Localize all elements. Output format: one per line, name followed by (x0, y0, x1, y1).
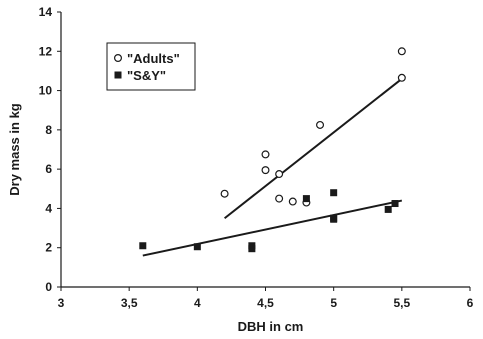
data-point-series-1 (248, 245, 256, 253)
trendline-1 (142, 199, 403, 257)
y-tick-label: 0 (45, 280, 52, 294)
x-tick-label: 3 (58, 296, 65, 310)
data-point-series-1 (193, 243, 201, 251)
x-tick-label: 5,5 (393, 296, 410, 310)
y-tick-label: 8 (45, 123, 52, 137)
data-point-series-1 (391, 200, 399, 208)
data-point-series-0 (220, 189, 229, 198)
legend-marker-series-0 (113, 53, 122, 62)
data-point-series-0 (397, 73, 406, 82)
data-point-series-0 (397, 47, 406, 56)
x-tick-label: 4 (194, 296, 201, 310)
axes: 0 2 4 6 8 10 12 14 3 3,5 4 4,5 5 5,5 6 DBH in cm Dry mas… (7, 5, 474, 334)
y-axis-title: Dry mass in kg (7, 103, 22, 196)
legend-marker-series-1 (114, 71, 122, 79)
legend-label-series-1: "S&Y" (127, 68, 166, 83)
legend-box (106, 42, 196, 91)
data-point-series-1 (330, 189, 338, 197)
data-point-series-1 (302, 195, 310, 203)
x-tick-label: 3,5 (121, 296, 138, 310)
data-point-series-1 (384, 205, 392, 213)
data-point-series-0 (275, 170, 284, 179)
y-tick-label: 2 (45, 241, 52, 255)
y-tick-label: 12 (39, 44, 53, 58)
y-tick-label: 10 (39, 84, 53, 98)
plot-marks (139, 47, 406, 257)
x-tick-label: 6 (467, 296, 474, 310)
legend: "Adults" "S&Y" (106, 42, 196, 91)
data-point-series-0 (275, 194, 284, 203)
data-point-series-1 (139, 242, 147, 250)
x-tick-label: 5 (330, 296, 337, 310)
y-tick-label: 6 (45, 162, 52, 176)
x-tick-label: 4,5 (257, 296, 274, 310)
y-tick-label: 4 (45, 201, 52, 215)
y-tick-label: 14 (39, 5, 53, 19)
data-point-series-0 (261, 150, 270, 159)
data-point-series-0 (288, 197, 297, 206)
data-point-series-1 (330, 215, 338, 223)
trendline-0 (223, 77, 403, 220)
legend-label-series-0: "Adults" (127, 51, 180, 66)
x-axis-title: DBH in cm (238, 319, 304, 334)
data-point-series-0 (316, 120, 325, 129)
data-point-series-0 (261, 166, 270, 175)
